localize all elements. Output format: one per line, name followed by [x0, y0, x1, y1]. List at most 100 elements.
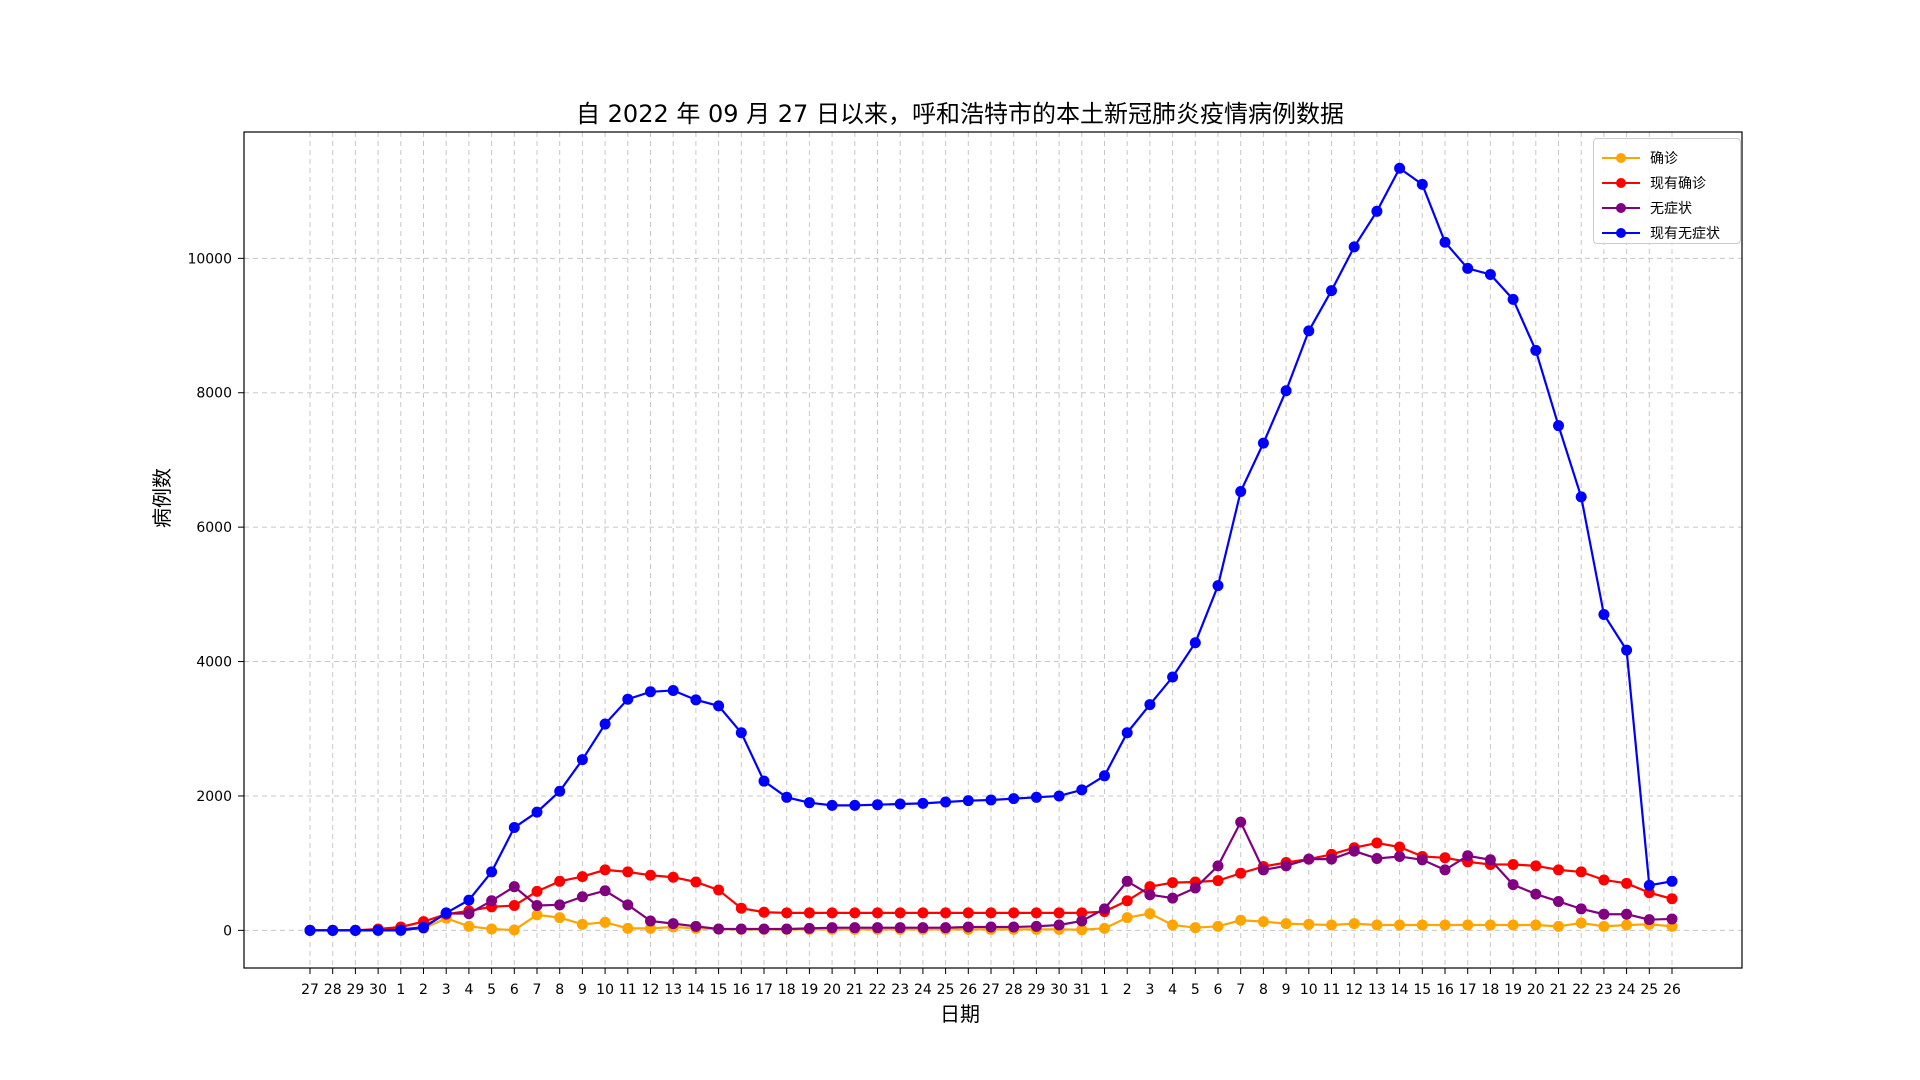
data-point-series-4 — [1666, 875, 1678, 887]
data-point-series-1 — [1257, 916, 1269, 928]
x-tick-label: 24 — [914, 982, 932, 998]
data-point-series-2 — [645, 869, 656, 881]
x-tick-label: 29 — [346, 982, 364, 998]
data-point-series-4 — [940, 796, 952, 808]
data-point-series-2 — [1053, 907, 1065, 919]
x-tick-label: 10 — [1300, 982, 1318, 998]
x-tick-label: 12 — [642, 982, 660, 998]
data-point-series-3 — [667, 918, 679, 930]
data-point-series-1 — [622, 922, 634, 934]
x-tick-label: 15 — [710, 982, 728, 998]
data-point-series-3 — [1439, 864, 1451, 876]
x-tick-label: 17 — [1459, 982, 1477, 998]
data-point-series-1 — [531, 909, 543, 921]
x-tick-label: 19 — [800, 982, 818, 998]
data-point-series-3 — [1394, 850, 1406, 862]
data-point-series-3 — [1553, 895, 1564, 907]
data-point-series-4 — [1076, 784, 1088, 796]
data-point-series-1 — [1394, 919, 1406, 931]
data-point-series-4 — [508, 822, 520, 834]
data-point-series-4 — [327, 924, 339, 936]
legend-item: 确诊 — [1602, 145, 1732, 170]
data-point-series-3 — [872, 922, 883, 934]
data-point-series-3 — [826, 922, 838, 934]
data-point-series-2 — [849, 907, 861, 919]
plot-frame — [243, 131, 1743, 969]
data-point-series-3 — [1257, 864, 1269, 876]
legend-swatch — [1602, 201, 1640, 215]
data-point-series-3 — [1167, 892, 1179, 904]
x-tick-label: 27 — [982, 982, 1000, 998]
data-point-series-3 — [1303, 853, 1315, 865]
x-tick-label: 3 — [442, 982, 451, 998]
data-point-series-2 — [599, 864, 611, 876]
x-tick-label: 8 — [555, 982, 564, 998]
legend: 确诊 现有确诊 无症状 现有无症状 — [1593, 138, 1741, 244]
data-point-series-3 — [1189, 882, 1201, 894]
y-tick-label: 10000 — [187, 251, 232, 267]
data-point-series-4 — [599, 718, 611, 730]
data-point-series-4 — [1371, 205, 1383, 217]
data-point-series-4 — [735, 727, 747, 739]
data-point-series-4 — [1121, 727, 1133, 739]
data-point-series-3 — [1030, 920, 1042, 932]
x-tick-label: 23 — [1595, 982, 1613, 998]
data-point-series-4 — [849, 799, 861, 811]
data-point-series-2 — [1030, 907, 1042, 919]
data-point-series-4 — [1303, 325, 1315, 337]
data-point-series-1 — [1280, 918, 1292, 930]
data-point-series-3 — [1144, 889, 1156, 901]
data-point-series-2 — [576, 871, 588, 883]
y-tick-label: 2000 — [196, 789, 232, 805]
data-point-series-3 — [894, 922, 906, 934]
data-point-series-4 — [1326, 285, 1337, 297]
data-point-series-4 — [440, 907, 452, 919]
x-tick-label: 5 — [487, 982, 496, 998]
data-point-series-4 — [1030, 791, 1042, 803]
data-point-series-1 — [599, 916, 611, 928]
data-point-series-3 — [645, 915, 656, 927]
data-point-series-3 — [758, 923, 770, 935]
data-point-series-3 — [1326, 853, 1337, 865]
data-point-series-2 — [1621, 877, 1633, 889]
data-point-series-3 — [735, 923, 747, 935]
data-point-series-3 — [1666, 913, 1678, 925]
data-point-series-1 — [1462, 919, 1474, 931]
data-point-series-1 — [1439, 919, 1451, 931]
data-point-series-3 — [486, 895, 498, 907]
data-point-series-2 — [872, 907, 883, 919]
x-tick-label: 18 — [778, 982, 796, 998]
x-tick-label: 20 — [823, 982, 841, 998]
data-point-series-1 — [1553, 920, 1564, 932]
data-point-series-2 — [1439, 852, 1451, 864]
data-point-series-1 — [1507, 919, 1519, 931]
data-point-series-1 — [463, 920, 475, 932]
data-point-series-2 — [1394, 841, 1406, 853]
data-point-series-3 — [1371, 852, 1383, 864]
data-point-series-1 — [1099, 922, 1110, 934]
x-tick-label: 28 — [324, 982, 342, 998]
data-point-series-4 — [1439, 236, 1451, 248]
data-point-series-4 — [1189, 637, 1201, 649]
data-point-series-2 — [985, 907, 997, 919]
data-point-series-3 — [1280, 860, 1292, 872]
data-point-series-3 — [1348, 845, 1360, 857]
data-point-series-1 — [1598, 920, 1610, 932]
x-tick-label: 9 — [578, 982, 587, 998]
legend-swatch — [1602, 176, 1640, 190]
y-tick-label: 0 — [223, 923, 232, 939]
data-point-series-4 — [1212, 580, 1224, 592]
data-point-series-4 — [1598, 609, 1610, 621]
data-point-series-2 — [1121, 895, 1133, 907]
legend-label: 现有无症状 — [1650, 225, 1720, 242]
data-point-series-3 — [917, 922, 929, 934]
data-point-series-2 — [1575, 866, 1587, 878]
data-point-series-2 — [758, 906, 770, 918]
data-point-series-3 — [803, 922, 815, 934]
data-point-series-4 — [758, 775, 770, 787]
data-point-series-4 — [985, 794, 997, 806]
data-point-series-2 — [962, 907, 974, 919]
x-tick-label: 1 — [1100, 982, 1109, 998]
data-point-series-4 — [372, 924, 384, 936]
